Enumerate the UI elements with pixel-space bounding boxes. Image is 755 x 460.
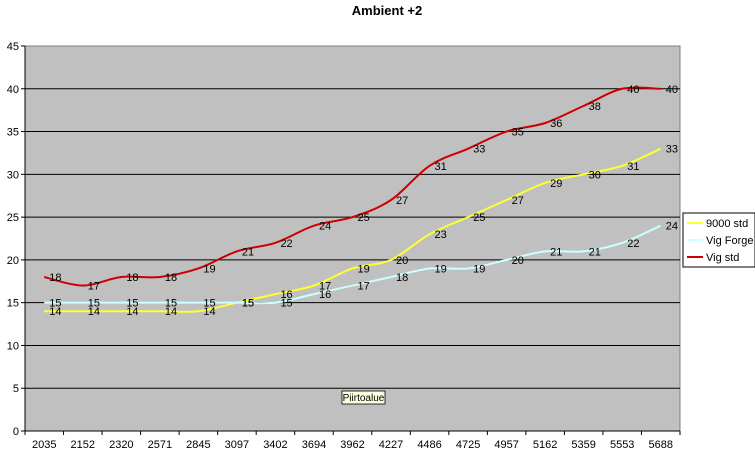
data-label: 33 <box>473 144 485 156</box>
data-label: 18 <box>49 272 61 284</box>
data-label: 19 <box>435 263 447 275</box>
data-label: 18 <box>126 272 138 284</box>
data-label: 15 <box>126 298 138 310</box>
data-label: 15 <box>242 298 254 310</box>
data-label: 14 <box>88 306 100 318</box>
legend-entry: Vig Forge <box>706 235 754 247</box>
data-label: 36 <box>550 118 562 130</box>
data-label: 15 <box>49 298 61 310</box>
data-label: 22 <box>627 238 639 250</box>
y-tick-label: 35 <box>7 127 19 139</box>
x-tick-label: 5553 <box>610 439 634 451</box>
x-tick-label: 2035 <box>32 439 56 451</box>
y-tick-label: 0 <box>13 426 19 438</box>
x-tick-label: 2571 <box>148 439 172 451</box>
legend: 9000 std Vig Forge Vig std <box>682 212 755 268</box>
data-label: 38 <box>589 101 601 113</box>
y-axis-ticks: 0 5 10 15 20 25 30 35 40 45 <box>7 41 26 438</box>
data-label: 17 <box>358 281 370 293</box>
series-lines <box>44 86 662 313</box>
x-tick-label: 3694 <box>302 439 326 451</box>
data-label: 21 <box>550 246 562 258</box>
data-label: 21 <box>589 246 601 258</box>
x-tick-label: 4227 <box>379 439 403 451</box>
data-label: 35 <box>512 127 524 139</box>
data-label: 15 <box>280 298 292 310</box>
y-tick-label: 15 <box>7 298 19 310</box>
x-tick-label: 3962 <box>340 439 364 451</box>
data-label: 19 <box>473 263 485 275</box>
data-label: 24 <box>666 221 678 233</box>
data-label: 15 <box>88 298 100 310</box>
series-line <box>44 86 661 287</box>
data-label: 18 <box>165 272 177 284</box>
data-label: 15 <box>203 298 215 310</box>
y-tick-label: 25 <box>7 212 19 224</box>
plot-area-tag-text: Piirtoalue <box>343 393 385 404</box>
y-tick-label: 5 <box>13 383 19 395</box>
data-label: 19 <box>358 263 370 275</box>
data-label: 21 <box>242 246 254 258</box>
x-tick-label: 4486 <box>417 439 441 451</box>
data-label: 40 <box>666 84 678 96</box>
x-tick-label: 4957 <box>494 439 518 451</box>
data-label: 29 <box>550 178 562 190</box>
data-label: 31 <box>627 161 639 173</box>
data-label: 22 <box>280 238 292 250</box>
series-line <box>44 147 662 313</box>
data-label: 33 <box>666 144 678 156</box>
y-tick-label: 30 <box>7 169 19 181</box>
data-label: 14 <box>126 306 138 318</box>
x-tick-label: 2845 <box>186 439 210 451</box>
chart-title: Ambient +2 <box>352 3 422 18</box>
data-label: 25 <box>358 212 370 224</box>
data-label: 15 <box>242 298 254 310</box>
data-label: 16 <box>280 289 292 301</box>
data-label: 16 <box>319 289 331 301</box>
y-tick-label: 40 <box>7 84 19 96</box>
plot-area <box>24 45 681 432</box>
data-label: 24 <box>319 221 331 233</box>
x-tick-label: 5162 <box>533 439 557 451</box>
x-axis-ticks: 2035 2152 2320 2571 2845 3097 3402 3694 3962 4227… <box>24 430 681 451</box>
data-label: 20 <box>396 255 408 267</box>
y-tick-label: 20 <box>7 255 19 267</box>
data-label: 17 <box>319 281 331 293</box>
data-label: 18 <box>396 272 408 284</box>
data-label: 27 <box>512 195 524 207</box>
x-tick-label: 3097 <box>225 439 249 451</box>
data-label: 17 <box>88 281 100 293</box>
x-tick-label: 2152 <box>71 439 95 451</box>
x-tick-label: 5359 <box>571 439 595 451</box>
data-label: 15 <box>165 298 177 310</box>
data-label: 19 <box>203 263 215 275</box>
legend-entry: Vig std <box>706 252 739 264</box>
y-tick-label: 10 <box>7 340 19 352</box>
plot-area-tag-box <box>341 390 386 405</box>
data-label: 14 <box>165 306 177 318</box>
x-tick-label: 2320 <box>109 439 133 451</box>
data-label: 14 <box>203 306 215 318</box>
data-label: 23 <box>435 229 447 241</box>
data-label: 20 <box>512 255 524 267</box>
data-label: 40 <box>627 84 639 96</box>
legend-entry: 9000 std <box>706 218 748 230</box>
series-line <box>44 224 662 305</box>
data-label: 27 <box>396 195 408 207</box>
plot-area-tag: Piirtoalue <box>341 390 386 405</box>
data-label: 30 <box>589 169 601 181</box>
y-tick-label: 45 <box>7 41 19 53</box>
data-label: 31 <box>435 161 447 173</box>
x-tick-label: 3402 <box>263 439 287 451</box>
data-label: 25 <box>473 212 485 224</box>
x-tick-label: 5688 <box>648 439 672 451</box>
data-label: 14 <box>49 306 61 318</box>
x-tick-label: 4725 <box>456 439 480 451</box>
